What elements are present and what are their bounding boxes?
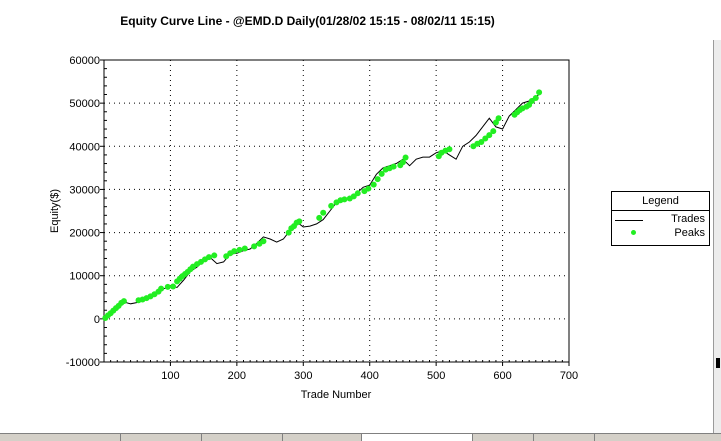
peak-point bbox=[341, 196, 348, 203]
peak-point bbox=[402, 154, 409, 161]
legend-line-swatch bbox=[615, 220, 643, 221]
peak-point bbox=[205, 254, 212, 261]
legend-entry-trades: Trades bbox=[612, 213, 709, 227]
tab-active[interactable] bbox=[362, 434, 473, 441]
peak-point bbox=[492, 119, 499, 126]
peak-point bbox=[251, 243, 258, 250]
legend-dot-swatch bbox=[631, 230, 636, 235]
peak-point bbox=[370, 181, 377, 188]
x-tick-label: 500 bbox=[427, 370, 445, 382]
legend-label-peaks: Peaks bbox=[674, 227, 705, 239]
peak-point bbox=[486, 132, 493, 139]
peak-point bbox=[378, 170, 385, 177]
peak-point bbox=[536, 89, 543, 96]
peak-point bbox=[236, 246, 243, 253]
peak-point bbox=[285, 229, 292, 236]
legend-divider bbox=[612, 210, 709, 211]
x-axis-label: Trade Number bbox=[301, 389, 372, 401]
tab-3[interactable] bbox=[202, 434, 283, 441]
y-axis-label: Equity($) bbox=[49, 189, 61, 233]
trades-line bbox=[103, 94, 540, 320]
x-tick-label: 400 bbox=[361, 370, 379, 382]
tab-7[interactable] bbox=[534, 434, 595, 441]
tab-2[interactable] bbox=[121, 434, 202, 441]
peak-point bbox=[328, 202, 335, 209]
y-tick-label: 10000 bbox=[69, 271, 100, 283]
tab-1[interactable] bbox=[0, 434, 121, 441]
plot-area-frame bbox=[103, 59, 570, 363]
peak-point bbox=[120, 298, 127, 305]
y-tick-label: -10000 bbox=[66, 357, 100, 369]
window-left-edge bbox=[0, 0, 2, 440]
peak-point bbox=[495, 115, 502, 122]
y-tick-label: 0 bbox=[94, 314, 100, 326]
axis-labels: Trade Number Equity($) bbox=[49, 189, 372, 401]
x-tick-label: 100 bbox=[161, 370, 179, 382]
peak-point bbox=[241, 245, 248, 252]
peak-point bbox=[390, 163, 397, 170]
legend-label-trades: Trades bbox=[671, 213, 705, 225]
chart-title: Equity Curve Line - @EMD.D Daily(01/28/0… bbox=[120, 14, 495, 28]
legend-title: Legend bbox=[642, 195, 679, 207]
y-tick-label: 60000 bbox=[69, 55, 100, 67]
peak-point bbox=[374, 176, 381, 183]
tab-6[interactable] bbox=[473, 434, 534, 441]
peak-point bbox=[365, 185, 372, 192]
bottom-tab-strip bbox=[0, 433, 721, 441]
axis-ticks: 100 200 300 400 500 600 700 -10000 0 10000 20000 30… bbox=[66, 55, 578, 382]
y-tick-label: 40000 bbox=[69, 141, 100, 153]
tab-4[interactable] bbox=[283, 434, 362, 441]
x-tick-label: 300 bbox=[294, 370, 312, 382]
series-layer bbox=[102, 89, 543, 321]
peak-point bbox=[320, 209, 327, 216]
peak-point bbox=[296, 218, 303, 225]
grid-lines bbox=[104, 60, 569, 362]
peak-point bbox=[478, 138, 485, 145]
peak-point bbox=[482, 135, 489, 142]
y-tick-label: 20000 bbox=[69, 228, 100, 240]
peak-point bbox=[231, 248, 238, 255]
peak-point bbox=[211, 252, 218, 259]
legend-entry-peaks: Peaks bbox=[612, 227, 709, 241]
x-tick-label: 600 bbox=[493, 370, 511, 382]
x-tick-label: 700 bbox=[560, 370, 578, 382]
peak-point bbox=[354, 190, 361, 197]
peak-point bbox=[164, 283, 171, 290]
edge-marker bbox=[716, 358, 720, 368]
x-tick-label: 200 bbox=[228, 370, 246, 382]
peak-point bbox=[532, 94, 539, 101]
legend: Legend Trades Peaks bbox=[611, 191, 710, 246]
peak-point bbox=[260, 238, 267, 245]
peak-point bbox=[399, 159, 406, 166]
peak-point bbox=[490, 128, 497, 135]
peak-point bbox=[446, 146, 453, 153]
peak-point bbox=[316, 214, 323, 221]
peak-point bbox=[170, 283, 177, 290]
y-tick-label: 30000 bbox=[69, 184, 100, 196]
window-scrollbar-edge[interactable] bbox=[713, 40, 721, 440]
y-tick-label: 50000 bbox=[69, 98, 100, 110]
peak-point bbox=[158, 285, 165, 292]
